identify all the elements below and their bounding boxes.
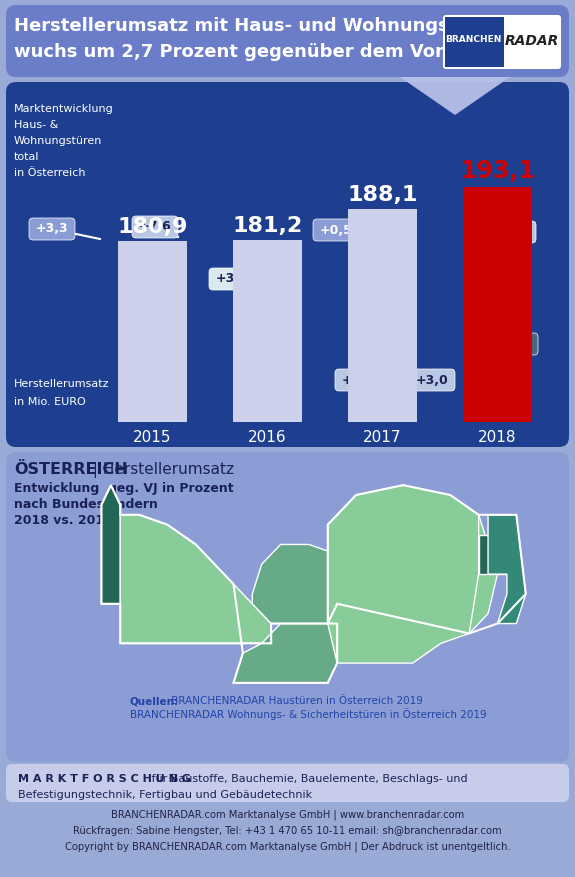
FancyBboxPatch shape [209, 268, 255, 290]
Text: M A R K T F O R S C H U N G: M A R K T F O R S C H U N G [18, 774, 191, 784]
Text: 193,1: 193,1 [460, 160, 535, 183]
Polygon shape [120, 515, 271, 644]
Text: 188,1: 188,1 [347, 185, 417, 205]
FancyBboxPatch shape [490, 221, 536, 243]
Text: Entwicklung  geg. VJ in Prozent: Entwicklung geg. VJ in Prozent [14, 482, 233, 495]
Text: 2018 vs. 2017: 2018 vs. 2017 [14, 514, 113, 527]
Text: +3,3: +3,3 [36, 223, 68, 236]
Polygon shape [337, 515, 497, 633]
FancyBboxPatch shape [443, 15, 561, 69]
Text: RADAR: RADAR [504, 34, 559, 48]
Text: BRANCHEN: BRANCHEN [446, 35, 502, 44]
FancyBboxPatch shape [6, 764, 569, 802]
FancyBboxPatch shape [492, 333, 538, 355]
FancyBboxPatch shape [6, 82, 569, 447]
Text: +7,6: +7,6 [139, 220, 171, 233]
Bar [118, 241, 187, 877]
Bar [463, 187, 532, 877]
Text: Quellen:: Quellen: [130, 696, 179, 706]
Text: +0,5: +0,5 [320, 224, 352, 237]
Bar [445, 17, 504, 67]
Text: Copyright by BRANCHENRADAR.com Marktanalyse GmbH | Der Abdruck ist unentgeltlich: Copyright by BRANCHENRADAR.com Marktanal… [64, 842, 511, 852]
FancyBboxPatch shape [29, 218, 75, 240]
FancyBboxPatch shape [335, 369, 381, 391]
Text: BRANCHENRADAR Wohnungs- & Sicherheitstüren in Österreich 2019: BRANCHENRADAR Wohnungs- & Sicherheitstür… [130, 708, 486, 720]
Text: +0,6: +0,6 [362, 275, 394, 289]
FancyBboxPatch shape [355, 271, 401, 293]
Text: nach Bundesländern: nach Bundesländern [14, 498, 158, 511]
Text: ÖSTERREICH: ÖSTERREICH [14, 462, 128, 477]
Bar [348, 209, 417, 877]
Polygon shape [478, 535, 507, 574]
Text: +4,3: +4,3 [499, 338, 531, 351]
Text: total: total [14, 152, 40, 162]
Polygon shape [488, 515, 526, 624]
FancyBboxPatch shape [6, 5, 569, 77]
Polygon shape [328, 505, 422, 574]
FancyBboxPatch shape [409, 369, 455, 391]
Text: Herstellerumsatz: Herstellerumsatz [14, 379, 109, 389]
Polygon shape [400, 77, 510, 115]
Text: Marktentwicklung: Marktentwicklung [14, 104, 114, 114]
Text: für Baustoffe, Bauchemie, Bauelemente, Beschlags- und: für Baustoffe, Bauchemie, Bauelemente, B… [148, 774, 467, 784]
Text: 180,9: 180,9 [117, 217, 187, 238]
Polygon shape [309, 485, 478, 663]
Text: BRANCHENRADAR Haustüren in Österreich 2019: BRANCHENRADAR Haustüren in Österreich 20… [168, 696, 423, 706]
Text: | Herstellerumsatz: | Herstellerumsatz [88, 462, 234, 478]
Text: in Mio. EURO: in Mio. EURO [14, 397, 86, 407]
Text: Wohnungstüren: Wohnungstüren [14, 136, 102, 146]
Text: 181,2: 181,2 [232, 216, 302, 236]
FancyBboxPatch shape [313, 219, 359, 241]
Text: Haus- &: Haus- & [14, 120, 59, 130]
Text: Befestigungstechnik, Fertigbau und Gebäudetechnik: Befestigungstechnik, Fertigbau und Gebäu… [18, 790, 312, 800]
Text: +3,3: +3,3 [216, 273, 248, 286]
Polygon shape [252, 545, 337, 624]
Text: +3,0: +3,0 [416, 374, 448, 387]
Polygon shape [233, 624, 337, 683]
Text: +1,6: +1,6 [342, 374, 374, 387]
Text: Herstellerumsatz mit Haus- und Wohnungstüren: Herstellerumsatz mit Haus- und Wohnungst… [14, 17, 504, 35]
Polygon shape [101, 485, 120, 603]
Text: wuchs um 2,7 Prozent gegenüber dem Vorjahr: wuchs um 2,7 Prozent gegenüber dem Vorja… [14, 43, 484, 61]
Text: Rückfragen: Sabine Hengster, Tel: +43 1 470 65 10-11 email: sh@branchenradar.com: Rückfragen: Sabine Hengster, Tel: +43 1 … [73, 826, 502, 836]
Text: BRANCHENRADAR.com Marktanalyse GmbH | www.branchenradar.com: BRANCHENRADAR.com Marktanalyse GmbH | ww… [111, 809, 464, 820]
Bar [233, 239, 302, 877]
Text: in Österreich: in Österreich [14, 168, 86, 178]
FancyBboxPatch shape [6, 452, 569, 762]
Text: +0,4: +0,4 [497, 225, 530, 239]
FancyBboxPatch shape [132, 216, 178, 238]
